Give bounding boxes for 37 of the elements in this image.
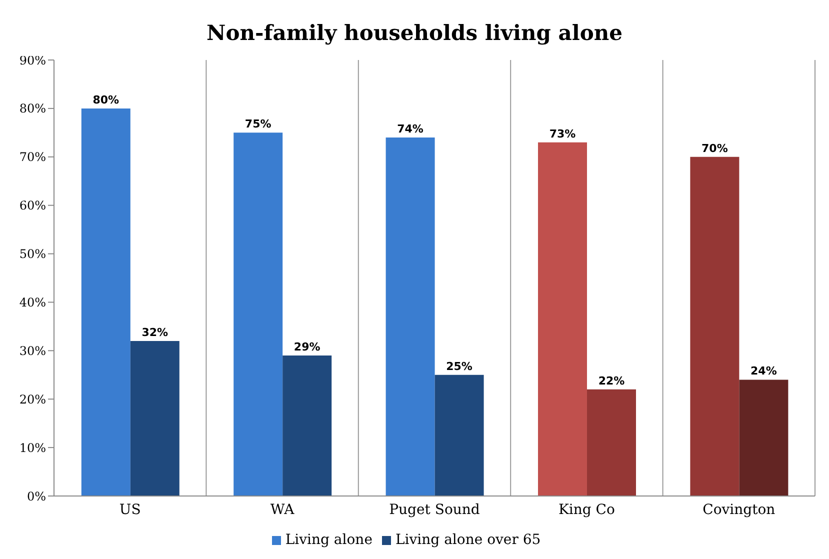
- bar: [739, 380, 788, 496]
- y-tick-label: 0%: [26, 489, 46, 504]
- legend-label: Living alone: [285, 532, 372, 548]
- data-label: 74%: [397, 122, 424, 136]
- x-tick-label: Covington: [702, 502, 776, 518]
- y-tick-label: 30%: [19, 344, 46, 358]
- bar: [386, 138, 435, 496]
- bar: [434, 374, 484, 496]
- data-label: 29%: [294, 340, 320, 354]
- bar: [586, 389, 636, 496]
- bar: [282, 356, 332, 496]
- bar: [130, 340, 180, 496]
- legend-label: Living alone over 65: [395, 532, 541, 548]
- x-tick-label: King Co: [558, 502, 615, 518]
- x-tick-label: US: [119, 502, 141, 518]
- x-tick-label: Puget Sound: [389, 502, 480, 518]
- chart-title: Non-family households living alone: [206, 20, 622, 45]
- data-label: 75%: [244, 118, 272, 131]
- y-tick-label: 40%: [19, 295, 46, 310]
- data-label: 70%: [702, 142, 728, 155]
- y-tick-label: 20%: [19, 392, 46, 406]
- bar: [234, 132, 283, 496]
- data-label: 80%: [92, 93, 120, 106]
- data-label: 25%: [446, 360, 472, 373]
- bar: [538, 142, 587, 496]
- y-tick-label: 80%: [19, 102, 46, 116]
- x-tick-label: WA: [270, 502, 296, 518]
- y-tick-label: 10%: [19, 440, 46, 455]
- data-label: 73%: [549, 127, 576, 140]
- data-label: 24%: [750, 364, 777, 378]
- data-label: 32%: [142, 326, 168, 339]
- y-tick-label: 50%: [19, 247, 46, 262]
- bar: [81, 108, 130, 496]
- data-label: 22%: [598, 374, 625, 388]
- bar: [690, 156, 740, 496]
- y-tick-label: 60%: [19, 198, 46, 213]
- y-tick-label: 70%: [19, 150, 46, 164]
